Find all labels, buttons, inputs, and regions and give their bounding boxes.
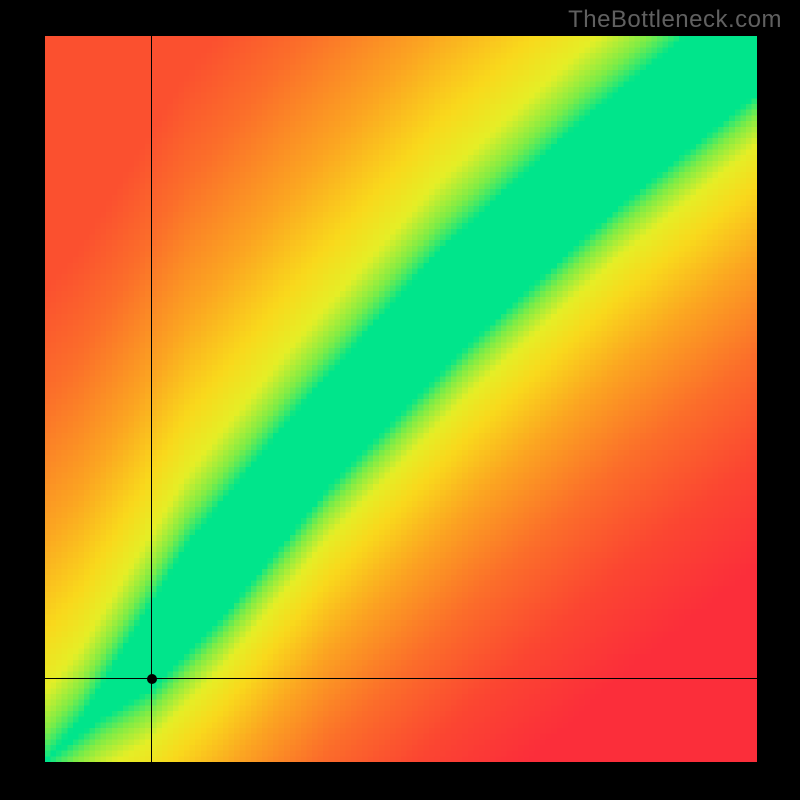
crosshair-vertical xyxy=(151,36,152,762)
heatmap-plot xyxy=(45,36,757,762)
chart-frame: TheBottleneck.com xyxy=(0,0,800,800)
crosshair-marker xyxy=(147,674,157,684)
watermark-text: TheBottleneck.com xyxy=(568,6,782,34)
